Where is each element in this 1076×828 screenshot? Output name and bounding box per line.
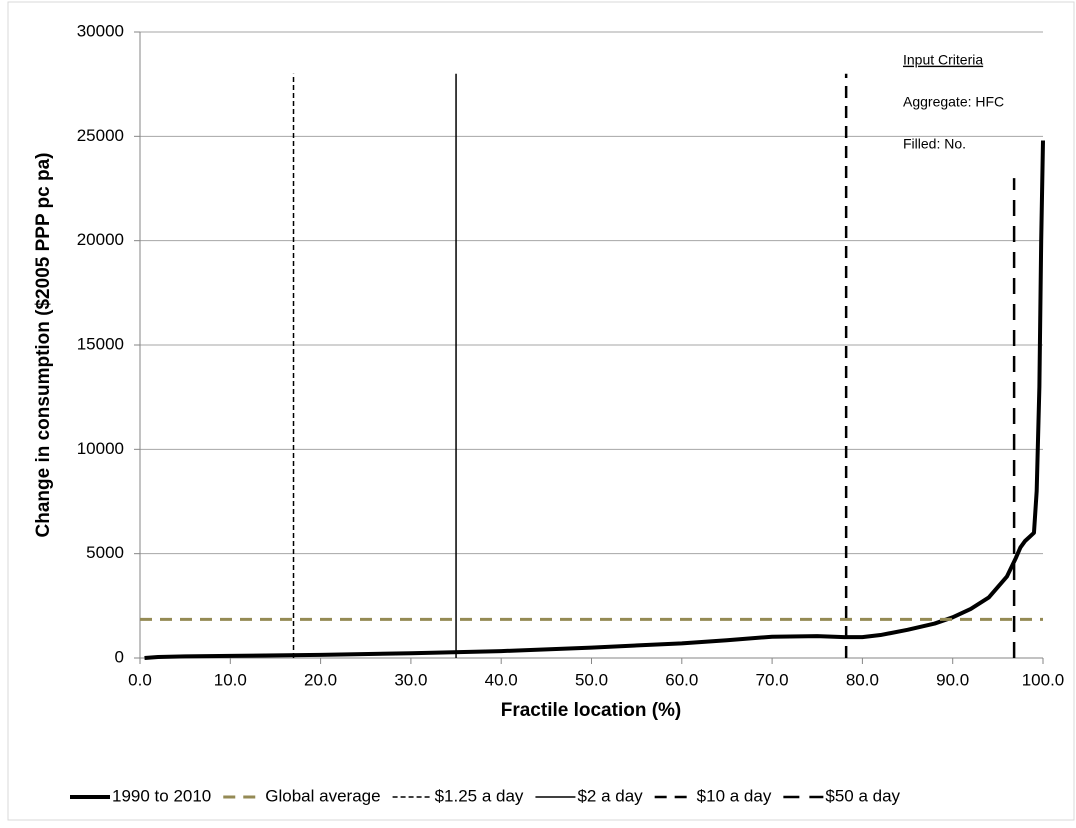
y-tick-label: 5000	[86, 543, 124, 562]
x-tick-label: 30.0	[394, 670, 427, 689]
legend-label: $50 a day	[825, 786, 900, 805]
legend-label: $10 a day	[697, 786, 772, 805]
y-tick-label: 15000	[77, 334, 124, 353]
annotation: Input Criteria	[903, 52, 983, 68]
y-tick-label: 20000	[77, 230, 124, 249]
data-line	[144, 140, 1045, 660]
x-tick-label: 90.0	[936, 670, 969, 689]
legend-label: $2 a day	[577, 786, 643, 805]
annotation: Aggregate: HFC	[903, 94, 1004, 110]
x-tick-label: 50.0	[575, 670, 608, 689]
y-tick-label: 10000	[77, 439, 124, 458]
y-tick-label: 0	[115, 647, 124, 666]
x-tick-label: 10.0	[214, 670, 247, 689]
x-tick-label: 60.0	[665, 670, 698, 689]
legend-label: Global average	[265, 786, 380, 805]
x-tick-label: 100.0	[1022, 670, 1065, 689]
x-tick-label: 20.0	[304, 670, 337, 689]
x-tick-label: 70.0	[756, 670, 789, 689]
annotation: Filled: No.	[903, 136, 966, 152]
x-tick-label: 0.0	[128, 670, 152, 689]
y-tick-label: 30000	[77, 21, 124, 40]
x-tick-label: 40.0	[485, 670, 518, 689]
legend-label: 1990 to 2010	[112, 786, 211, 805]
y-tick-label: 25000	[77, 126, 124, 145]
chart-border	[7, 1, 1075, 821]
x-axis-title: Fractile location (%)	[501, 700, 682, 721]
y-axis-title: Change in consumption ($2005 PPP pc pa)	[33, 152, 54, 537]
x-tick-label: 80.0	[846, 670, 879, 689]
legend-label: $1.25 a day	[435, 786, 524, 805]
